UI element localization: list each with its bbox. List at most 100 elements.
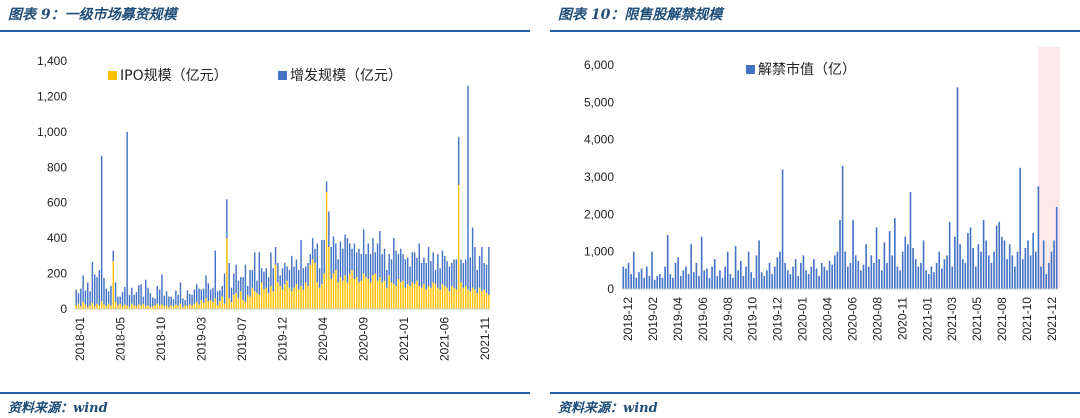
bar <box>328 211 330 247</box>
bar <box>107 291 110 304</box>
bar <box>687 274 690 289</box>
bar <box>372 238 374 276</box>
highlight-band <box>1038 47 1060 289</box>
bar <box>451 285 453 309</box>
bar <box>724 266 726 289</box>
bar <box>80 288 82 307</box>
bar <box>446 261 448 288</box>
bar <box>820 262 823 289</box>
bar <box>930 266 933 289</box>
bar <box>258 252 261 295</box>
bar <box>672 277 674 289</box>
bar <box>295 284 298 309</box>
bar <box>256 293 258 309</box>
x-tick-label: 2021-10 <box>1020 297 1034 341</box>
bar <box>828 261 831 289</box>
bar <box>469 291 472 309</box>
bar <box>237 280 240 299</box>
y-tick-label: 0 <box>607 282 614 296</box>
bar <box>462 287 465 309</box>
x-tick-label: 2020-11 <box>895 297 909 340</box>
bar <box>805 270 807 289</box>
bar <box>831 264 833 289</box>
bar <box>441 284 444 309</box>
bar <box>214 250 216 299</box>
x-tick-label: 2019-12 <box>771 297 785 341</box>
bar <box>409 266 411 286</box>
bar <box>427 247 430 286</box>
bar <box>177 305 179 309</box>
bar <box>369 282 372 309</box>
title-divider <box>0 30 530 32</box>
bar <box>165 291 168 306</box>
bar <box>483 262 485 290</box>
bar <box>339 277 342 309</box>
bar <box>295 259 298 285</box>
bar <box>202 302 205 309</box>
bar <box>453 287 455 309</box>
x-tick-label: 2021-05 <box>970 297 984 341</box>
bar <box>383 248 386 281</box>
bar <box>439 268 441 290</box>
bar <box>337 282 339 309</box>
bar <box>286 266 288 281</box>
bar <box>307 262 309 286</box>
bar <box>651 251 653 289</box>
bar <box>93 274 96 307</box>
bar <box>105 306 108 309</box>
bar <box>427 285 430 309</box>
bar <box>768 262 771 289</box>
bar <box>321 239 323 285</box>
bar <box>462 262 465 288</box>
bar <box>372 275 374 309</box>
y-tick-label: 2,000 <box>584 207 614 221</box>
bar <box>332 236 335 274</box>
bar <box>121 292 124 307</box>
bar <box>460 282 462 309</box>
bar <box>1006 259 1008 289</box>
bar <box>1003 240 1006 289</box>
bar <box>703 270 706 289</box>
bar <box>847 266 849 289</box>
bar <box>267 293 270 309</box>
bar <box>420 287 423 309</box>
panel-unlock-scale: 图表 10：限售股解禁规模 0 1,000 2,000 3,000 4,000 5,000… <box>550 0 1080 418</box>
bar <box>432 252 434 283</box>
bar <box>202 288 205 303</box>
bar <box>346 238 349 283</box>
source-divider <box>550 392 1080 394</box>
bar <box>974 266 977 289</box>
bar <box>865 244 867 289</box>
bar <box>351 248 353 271</box>
bar <box>247 285 249 295</box>
bar <box>826 270 828 289</box>
y-tick-label: 200 <box>47 267 67 281</box>
bar <box>1014 266 1016 289</box>
bar <box>304 266 307 283</box>
bar <box>430 261 432 288</box>
bar <box>397 278 400 309</box>
bar <box>147 305 149 309</box>
bar <box>711 266 713 289</box>
bar <box>810 266 813 289</box>
bar <box>207 301 210 309</box>
bar <box>1008 244 1011 289</box>
bar <box>471 227 474 288</box>
bar <box>330 247 332 279</box>
bar <box>839 219 841 289</box>
bar <box>182 307 184 309</box>
bar <box>386 270 388 288</box>
bar <box>818 275 820 289</box>
bar <box>200 289 203 301</box>
bar <box>209 289 212 301</box>
bar <box>640 268 643 289</box>
bar <box>247 294 249 309</box>
bar <box>852 219 854 289</box>
bar <box>223 273 226 304</box>
y-tick-label: 600 <box>47 196 67 210</box>
bar <box>444 255 446 286</box>
bar <box>260 282 263 309</box>
bar <box>841 165 844 289</box>
bar <box>103 278 105 305</box>
bar <box>648 275 651 289</box>
